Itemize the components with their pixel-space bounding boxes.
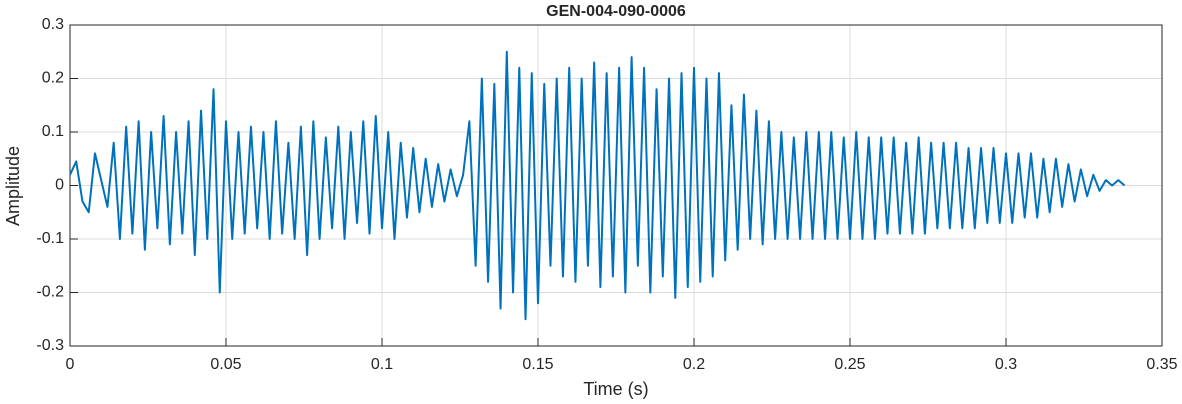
x-tick-label: 0.3 [995,356,1017,373]
y-axis-label: Amplitude [3,146,23,226]
x-tick-label: 0 [66,356,75,373]
y-tick-label: 0.1 [42,123,64,140]
y-tick-label: -0.2 [36,284,64,301]
x-tick-label: 0.25 [834,356,865,373]
data-line [69,50,1126,321]
x-axis-label: Time (s) [583,379,648,399]
y-tick-label: -0.3 [36,337,64,354]
y-tick-label: 0.3 [42,16,64,33]
chart-title: GEN-004-090-0006 [546,3,686,20]
x-tick-label: 0.15 [522,356,553,373]
x-tick-label: 0.1 [371,356,393,373]
x-tick-label: 0.35 [1146,356,1177,373]
y-tick-label: -0.1 [36,230,64,247]
y-tick-label: 0.2 [42,70,64,87]
x-tick-label: 0.2 [683,356,705,373]
x-tick-label: 0.05 [210,356,241,373]
y-tick-label: 0 [55,177,64,194]
plot-frame [69,24,1163,347]
